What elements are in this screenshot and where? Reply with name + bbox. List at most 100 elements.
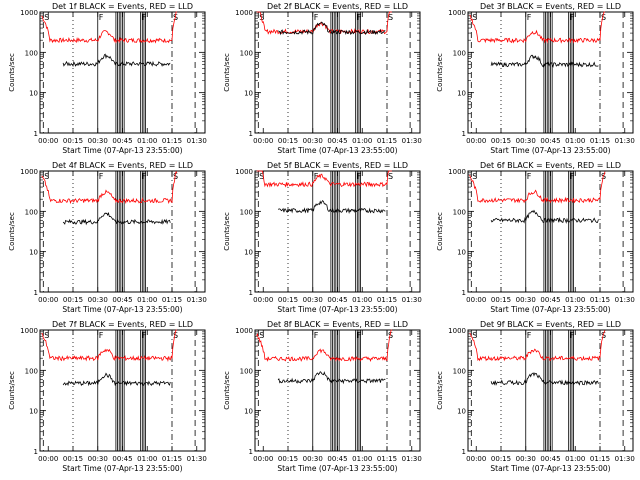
x-axis-label: Start Time (07-Apr-13 23:55:00)	[277, 464, 397, 473]
x-tick-label: 00:30	[88, 296, 108, 304]
y-axis-label: Counts/sec	[436, 53, 444, 92]
y-tick-label: 10	[29, 408, 38, 416]
x-tick-label: 00:30	[88, 137, 108, 145]
y-tick-label: 100	[453, 367, 466, 375]
y-axis-label: Counts/sec	[436, 212, 444, 251]
marker-label: S	[472, 331, 477, 340]
y-tick-label: 10	[29, 90, 38, 98]
x-tick-label: 00:45	[327, 137, 347, 145]
x-tick-label: 01:15	[377, 137, 397, 145]
x-tick-label: 01:30	[402, 455, 422, 463]
y-tick-label: 10	[457, 90, 466, 98]
marker-label: S	[601, 13, 606, 22]
y-tick-label: 1000	[20, 168, 38, 176]
y-tick-label: 1000	[448, 327, 466, 335]
x-tick-label: 00:45	[327, 455, 347, 463]
x-tick-label: 00:45	[540, 455, 560, 463]
y-tick-label: 1	[249, 448, 253, 456]
x-tick-label: 00:15	[63, 137, 83, 145]
marker-label: F	[99, 331, 104, 340]
x-tick-label: 01:15	[590, 455, 610, 463]
y-tick-label: 1000	[448, 9, 466, 17]
x-tick-label: 01:30	[402, 296, 422, 304]
y-tick-label: 10	[244, 249, 253, 257]
panel-det-9: Det 9f BLACK = Events, RED = LLD 1 10 100 10…	[436, 320, 635, 473]
panel-det-5: Det 5f BLACK = Events, RED = LLD 1 10 100 10…	[223, 161, 422, 314]
marker-label: F	[99, 13, 104, 22]
x-tick-label: 00:30	[303, 455, 323, 463]
y-tick-label: 1000	[20, 327, 38, 335]
y-tick-label: 10	[457, 408, 466, 416]
x-tick-label: 00:15	[491, 137, 511, 145]
lld-series-line	[256, 11, 392, 35]
x-tick-label: 01:00	[565, 137, 585, 145]
x-tick-label: 00:45	[327, 296, 347, 304]
y-tick-label: 1000	[235, 9, 253, 17]
events-series-line	[277, 371, 386, 385]
x-tick-label: 01:15	[162, 455, 182, 463]
x-tick-label: 01:00	[352, 296, 372, 304]
panel-det-2: Det 2f BLACK = Events, RED = LLD 1 10 100 10…	[223, 2, 422, 155]
panel-det-4: Det 4f BLACK = Events, RED = LLD 1 10 100 10…	[8, 161, 207, 314]
marker-label: F	[314, 331, 319, 340]
y-tick-label: 100	[453, 49, 466, 57]
x-tick-label: 01:00	[137, 296, 157, 304]
marker-label: S	[388, 13, 393, 22]
lld-series-line	[469, 11, 605, 44]
y-tick-label: 100	[25, 49, 38, 57]
panel-title: Det 3f BLACK = Events, RED = LLD	[480, 2, 621, 11]
x-tick-label: 01:00	[565, 296, 585, 304]
y-axis-label: Counts/sec	[8, 212, 16, 251]
y-axis-label: Counts/sec	[223, 53, 231, 92]
marker-label: F	[570, 13, 575, 22]
y-axis-label: Counts/sec	[223, 212, 231, 251]
lld-series-line	[256, 170, 392, 188]
y-axis-label: Counts/sec	[436, 371, 444, 410]
x-tick-label: 00:45	[540, 137, 560, 145]
panel-title: Det 1f BLACK = Events, RED = LLD	[52, 2, 193, 11]
x-tick-label: 00:30	[516, 137, 536, 145]
panel-title: Det 2f BLACK = Events, RED = LLD	[267, 2, 408, 11]
marker-label: F	[142, 331, 147, 340]
x-tick-label: 00:30	[516, 296, 536, 304]
y-tick-label: 10	[244, 90, 253, 98]
panel-det-1: Det 1f BLACK = Events, RED = LLD 1 10 100 10…	[8, 2, 207, 155]
panel-title: Det 4f BLACK = Events, RED = LLD	[52, 161, 193, 170]
x-axis-label: Start Time (07-Apr-13 23:55:00)	[277, 146, 397, 155]
marker-label: F	[527, 13, 532, 22]
y-tick-label: 1	[249, 130, 253, 138]
x-tick-label: 01:15	[377, 455, 397, 463]
y-axis-label: Counts/sec	[8, 371, 16, 410]
x-tick-label: 00:45	[540, 296, 560, 304]
x-axis-label: Start Time (07-Apr-13 23:55:00)	[490, 464, 610, 473]
x-tick-label: 01:15	[162, 296, 182, 304]
x-tick-label: 00:45	[112, 137, 132, 145]
x-tick-label: 01:30	[187, 455, 207, 463]
x-tick-label: 00:30	[303, 137, 323, 145]
x-tick-label: 01:00	[352, 455, 372, 463]
panel-det-8: Det 8f BLACK = Events, RED = LLD 1 10 100 10…	[223, 320, 422, 473]
x-tick-label: 00:30	[516, 455, 536, 463]
y-tick-label: 100	[453, 208, 466, 216]
events-series-line	[490, 372, 599, 386]
marker-label: S	[472, 172, 477, 181]
x-tick-label: 00:00	[466, 137, 486, 145]
x-tick-label: 00:00	[38, 455, 58, 463]
marker-label: F	[527, 172, 532, 181]
panel-title: Det 7f BLACK = Events, RED = LLD	[52, 320, 193, 329]
marker-label: F	[142, 13, 147, 22]
x-tick-label: 00:00	[466, 455, 486, 463]
lld-series-line	[41, 329, 177, 362]
x-axis-label: Start Time (07-Apr-13 23:55:00)	[62, 464, 182, 473]
marker-label: S	[601, 331, 606, 340]
x-tick-label: 01:00	[565, 455, 585, 463]
marker-label: F	[142, 172, 147, 181]
y-tick-label: 1000	[448, 168, 466, 176]
y-tick-label: 1	[462, 448, 466, 456]
x-tick-label: 01:30	[187, 296, 207, 304]
marker-label: F	[357, 172, 362, 181]
marker-label: F	[99, 172, 104, 181]
marker-label: S	[44, 172, 49, 181]
x-tick-label: 00:00	[38, 296, 58, 304]
x-axis-label: Start Time (07-Apr-13 23:55:00)	[277, 305, 397, 314]
